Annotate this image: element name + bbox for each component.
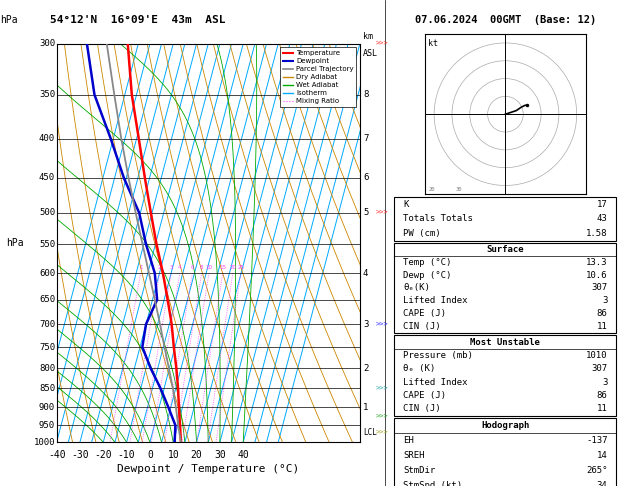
Text: 86: 86 xyxy=(597,309,608,318)
Text: Totals Totals: Totals Totals xyxy=(403,214,473,223)
Text: >>>: >>> xyxy=(376,41,388,47)
Text: >>>: >>> xyxy=(376,429,388,435)
Text: 10.6: 10.6 xyxy=(586,271,608,279)
Text: 25: 25 xyxy=(237,265,244,270)
Text: kt: kt xyxy=(428,39,438,48)
Text: 550: 550 xyxy=(39,240,55,249)
Legend: Temperature, Dewpoint, Parcel Trajectory, Dry Adiabat, Wet Adiabat, Isotherm, Mi: Temperature, Dewpoint, Parcel Trajectory… xyxy=(280,47,357,107)
Text: 20: 20 xyxy=(191,450,203,460)
Text: EH: EH xyxy=(403,436,414,445)
Text: 11: 11 xyxy=(597,404,608,414)
Text: Temp (°C): Temp (°C) xyxy=(403,258,452,267)
Text: StmDir: StmDir xyxy=(403,466,435,475)
Text: K: K xyxy=(403,200,409,208)
Text: 4: 4 xyxy=(178,265,182,270)
Text: >>>: >>> xyxy=(376,210,388,216)
Text: 850: 850 xyxy=(39,384,55,393)
Text: CIN (J): CIN (J) xyxy=(403,404,441,414)
Text: >>>: >>> xyxy=(376,321,388,327)
Text: 30: 30 xyxy=(455,187,462,192)
Text: 3: 3 xyxy=(169,265,173,270)
Text: -30: -30 xyxy=(71,450,89,460)
Text: CIN (J): CIN (J) xyxy=(403,322,441,331)
Text: 0: 0 xyxy=(147,450,153,460)
Text: 5: 5 xyxy=(363,208,369,217)
Text: 2: 2 xyxy=(158,265,161,270)
Text: 950: 950 xyxy=(39,421,55,430)
Text: 1.58: 1.58 xyxy=(586,229,608,238)
Text: θₑ(K): θₑ(K) xyxy=(403,283,430,293)
Text: 265°: 265° xyxy=(586,466,608,475)
Text: Most Unstable: Most Unstable xyxy=(470,337,540,347)
Text: SREH: SREH xyxy=(403,451,425,460)
Text: 4: 4 xyxy=(363,269,369,278)
Text: 750: 750 xyxy=(39,343,55,351)
Text: 700: 700 xyxy=(39,320,55,329)
Text: Hodograph: Hodograph xyxy=(481,421,530,430)
Text: km: km xyxy=(363,32,373,41)
Text: 650: 650 xyxy=(39,295,55,304)
Text: 20: 20 xyxy=(230,265,237,270)
Text: 15: 15 xyxy=(220,265,226,270)
Text: 86: 86 xyxy=(597,391,608,400)
Text: 10: 10 xyxy=(206,265,213,270)
Text: 3: 3 xyxy=(602,378,608,387)
Text: 1: 1 xyxy=(363,403,369,412)
Text: -20: -20 xyxy=(94,450,112,460)
Text: 307: 307 xyxy=(591,364,608,373)
Text: hPa: hPa xyxy=(6,238,24,248)
Text: 54°12'N  16°09'E  43m  ASL: 54°12'N 16°09'E 43m ASL xyxy=(50,15,226,25)
Text: CAPE (J): CAPE (J) xyxy=(403,309,447,318)
Text: 500: 500 xyxy=(39,208,55,217)
Text: 11: 11 xyxy=(597,322,608,331)
Text: 43: 43 xyxy=(597,214,608,223)
Text: 800: 800 xyxy=(39,364,55,373)
Text: 1: 1 xyxy=(139,265,142,270)
Text: 900: 900 xyxy=(39,403,55,412)
Text: Pressure (mb): Pressure (mb) xyxy=(403,351,473,360)
Text: 10: 10 xyxy=(167,450,179,460)
Text: StmSpd (kt): StmSpd (kt) xyxy=(403,481,462,486)
Text: CAPE (J): CAPE (J) xyxy=(403,391,447,400)
Text: Surface: Surface xyxy=(487,245,524,254)
Text: PW (cm): PW (cm) xyxy=(403,229,441,238)
Text: 450: 450 xyxy=(39,174,55,182)
Text: ASL: ASL xyxy=(363,49,378,58)
Text: 8: 8 xyxy=(363,90,369,99)
Text: 7: 7 xyxy=(363,135,369,143)
Text: 8: 8 xyxy=(200,265,203,270)
Text: Lifted Index: Lifted Index xyxy=(403,296,468,305)
Text: 400: 400 xyxy=(39,135,55,143)
Text: 14: 14 xyxy=(597,451,608,460)
Text: θₑ (K): θₑ (K) xyxy=(403,364,435,373)
Text: -137: -137 xyxy=(586,436,608,445)
Text: 6: 6 xyxy=(363,174,369,182)
Text: 1000: 1000 xyxy=(33,438,55,447)
Text: 20: 20 xyxy=(429,187,435,192)
Text: 307: 307 xyxy=(591,283,608,293)
Text: Lifted Index: Lifted Index xyxy=(403,378,468,387)
Text: 350: 350 xyxy=(39,90,55,99)
Text: 3: 3 xyxy=(602,296,608,305)
Text: 2: 2 xyxy=(363,364,369,373)
Text: LCL: LCL xyxy=(363,428,377,437)
Text: >>>: >>> xyxy=(376,414,388,419)
Text: Dewp (°C): Dewp (°C) xyxy=(403,271,452,279)
Text: 07.06.2024  00GMT  (Base: 12): 07.06.2024 00GMT (Base: 12) xyxy=(415,15,596,25)
Text: hPa: hPa xyxy=(0,15,18,25)
Text: -40: -40 xyxy=(48,450,65,460)
Text: 17: 17 xyxy=(597,200,608,208)
Text: >>>: >>> xyxy=(376,385,388,391)
Text: 6: 6 xyxy=(191,265,194,270)
Text: -10: -10 xyxy=(118,450,135,460)
Text: Dewpoint / Temperature (°C): Dewpoint / Temperature (°C) xyxy=(117,464,299,474)
Text: 34: 34 xyxy=(597,481,608,486)
Text: 40: 40 xyxy=(237,450,249,460)
Text: 30: 30 xyxy=(214,450,226,460)
Text: 13.3: 13.3 xyxy=(586,258,608,267)
Text: 1010: 1010 xyxy=(586,351,608,360)
Text: 3: 3 xyxy=(363,320,369,329)
Text: 300: 300 xyxy=(39,39,55,48)
Text: 600: 600 xyxy=(39,269,55,278)
